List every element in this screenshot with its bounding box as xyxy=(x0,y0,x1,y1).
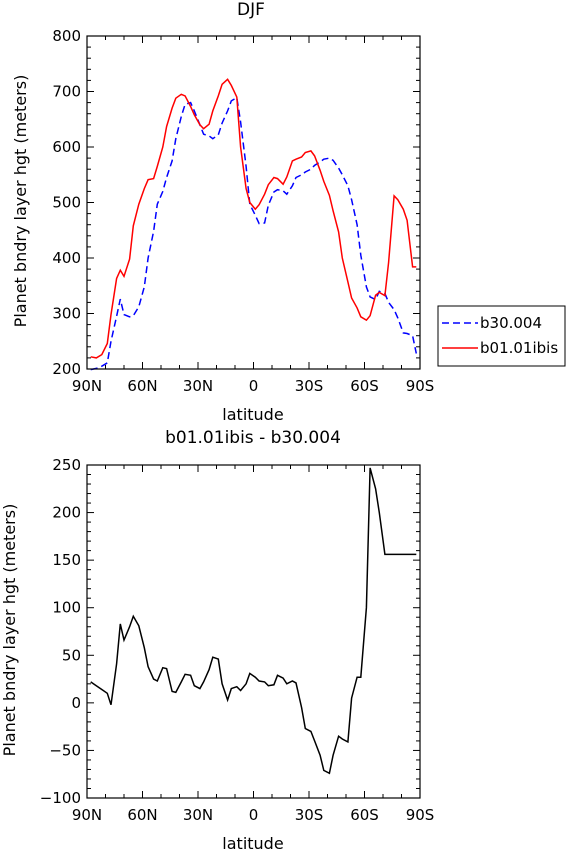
bottom-plot-frame xyxy=(86,464,421,799)
top-x-tick-label: 60N xyxy=(127,377,157,395)
bottom-y-tick-label: 0 xyxy=(71,694,81,712)
bottom-y-tick-label: 100 xyxy=(52,599,81,617)
legend-label-b30: b30.004 xyxy=(480,314,542,332)
bottom-x-tick-label: 90N xyxy=(72,806,102,824)
top-series-line-0 xyxy=(90,96,418,371)
bottom-x-tick-label: 30S xyxy=(295,806,324,824)
bottom-x-tick-label: 90S xyxy=(406,806,435,824)
bottom-x-tick-label: 30N xyxy=(183,806,213,824)
top-y-tick-label: 300 xyxy=(52,305,81,323)
bottom-y-axis-label: Planet bndry layer hgt (meters) xyxy=(0,504,19,757)
top-x-tick-label: 60S xyxy=(350,377,379,395)
bottom-y-tick-label: 150 xyxy=(52,551,81,569)
bottom-y-tick-label: 50 xyxy=(62,646,81,664)
bottom-x-tick-label: 60S xyxy=(350,806,379,824)
legend-label-ibis: b01.01ibis xyxy=(480,339,558,357)
top-plot-area: 90N 60N 30N 0 30S 60S 90S 200 300 400 500 600 700 800 xyxy=(52,27,434,395)
top-x-tick-label: 0 xyxy=(249,377,259,395)
top-y-axis-label: Planet bndry layer hgt (meters) xyxy=(11,75,30,328)
panel-top: DJF 90N 60N 30N 0 30S 60S 90S 200 300 400 500 600 70… xyxy=(11,0,566,424)
top-y-tick-label: 500 xyxy=(52,194,81,212)
bottom-y-tick-label: −50 xyxy=(49,741,81,759)
top-plot-frame xyxy=(86,35,421,370)
bottom-x-tick-label: 0 xyxy=(249,806,259,824)
bottom-chart-title: b01.01ibis - b30.004 xyxy=(165,428,341,448)
top-y-tick-label: 400 xyxy=(52,249,81,267)
bottom-x-tick-label: 60N xyxy=(127,806,157,824)
legend: b30.004 b01.01ibis xyxy=(437,305,566,367)
legend-box xyxy=(437,305,566,367)
bottom-x-axis-label: latitude xyxy=(222,834,283,851)
top-y-tick-label: 600 xyxy=(52,138,81,156)
top-chart-title: DJF xyxy=(237,0,265,20)
bottom-series-line-0 xyxy=(90,467,417,775)
top-series-line-1 xyxy=(90,78,417,359)
top-x-tick-label: 30S xyxy=(295,377,324,395)
top-x-tick-label: 90N xyxy=(72,377,102,395)
top-y-tick-label: 200 xyxy=(52,360,81,378)
top-y-tick-label: 700 xyxy=(52,83,81,101)
bottom-y-tick-label: 200 xyxy=(52,504,81,522)
top-x-axis-label: latitude xyxy=(222,405,283,424)
panel-bottom: b01.01ibis - b30.004 90N 60N 30N 0 30S 60S 90S… xyxy=(0,428,434,851)
top-x-tick-label: 90S xyxy=(406,377,435,395)
top-x-tick-label: 30N xyxy=(183,377,213,395)
bottom-y-tick-label: −100 xyxy=(40,789,81,807)
top-y-tick-label: 800 xyxy=(52,27,81,45)
bottom-y-tick-label: 250 xyxy=(52,456,81,474)
bottom-plot-area: 90N 60N 30N 0 30S 60S 90S −100 −50 0 50 100 150 200 25… xyxy=(40,456,435,824)
